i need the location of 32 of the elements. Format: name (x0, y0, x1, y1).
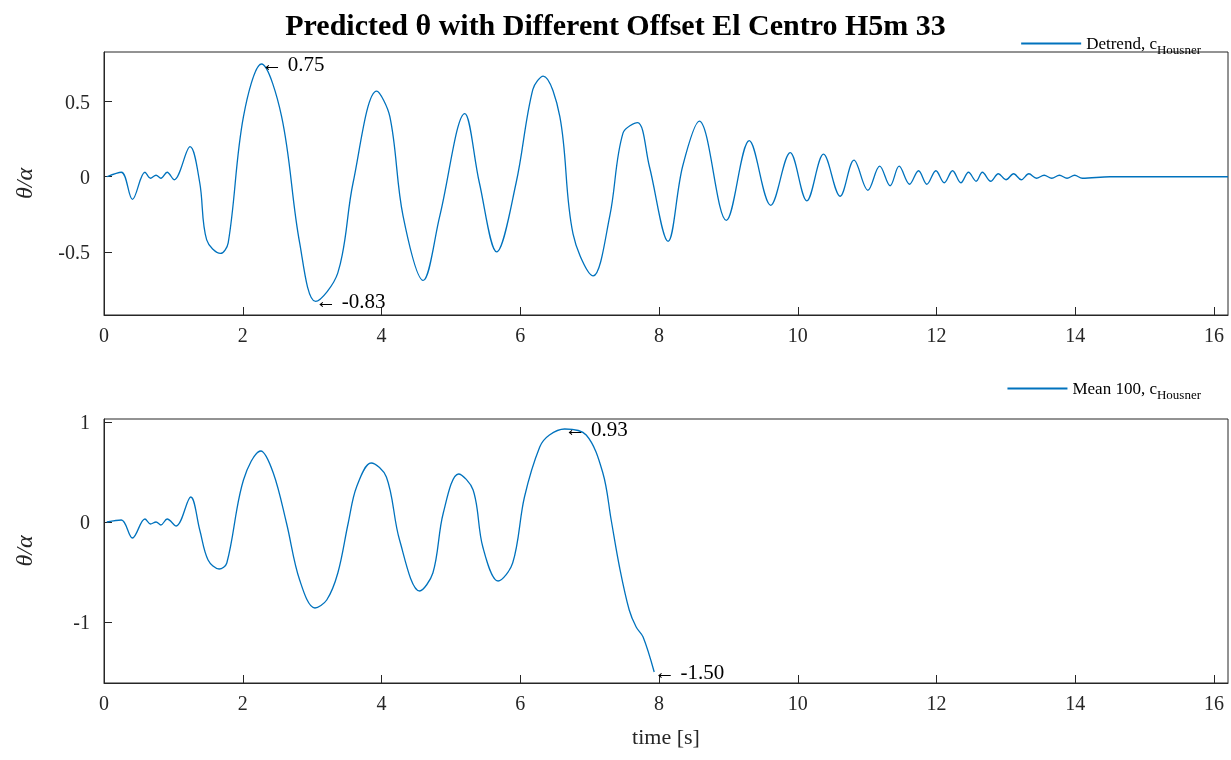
x-tick-label: 2 (237, 692, 248, 714)
y-tick-label: -1 (73, 611, 90, 633)
x-tick-label: 0 (99, 324, 109, 346)
x-tick-label: 10 (787, 324, 808, 346)
x-tick-label: 6 (515, 692, 526, 714)
x-tick-label: 14 (1065, 324, 1086, 346)
annotation: ← 0.75 (261, 52, 325, 77)
annotation: ← 0.93 (564, 417, 628, 441)
y-axis-title: θ/α (11, 167, 37, 200)
y-tick-label: 0 (80, 511, 90, 533)
x-axis-title: time [s] (632, 723, 700, 749)
x-tick-label: 8 (654, 692, 665, 714)
y-tick-label: 0 (80, 165, 90, 188)
x-tick-label: 16 (1204, 324, 1225, 346)
x-tick-label: 14 (1065, 692, 1086, 714)
y-tick-label: 1 (80, 411, 90, 433)
x-tick-label: 4 (376, 692, 387, 714)
x-tick-label: 10 (787, 692, 808, 714)
y-axis-title: θ/α (11, 535, 37, 567)
x-tick-label: 0 (99, 692, 109, 714)
x-tick-label: 6 (515, 324, 526, 346)
x-tick-label: 8 (654, 324, 665, 346)
x-tick-label: 16 (1204, 692, 1225, 714)
chart-title: Predicted θ with Different Offset El Centro H5m 33 (285, 7, 946, 41)
y-tick-label: 0.5 (65, 90, 90, 113)
x-tick-label: 12 (926, 692, 947, 714)
annotation: ← -0.83 (315, 289, 386, 314)
x-tick-label: 4 (376, 324, 387, 346)
x-tick-label: 12 (926, 324, 947, 346)
annotation: ← -1.50 (654, 660, 725, 684)
y-tick-label: -0.5 (58, 240, 90, 263)
x-tick-label: 2 (237, 324, 248, 346)
